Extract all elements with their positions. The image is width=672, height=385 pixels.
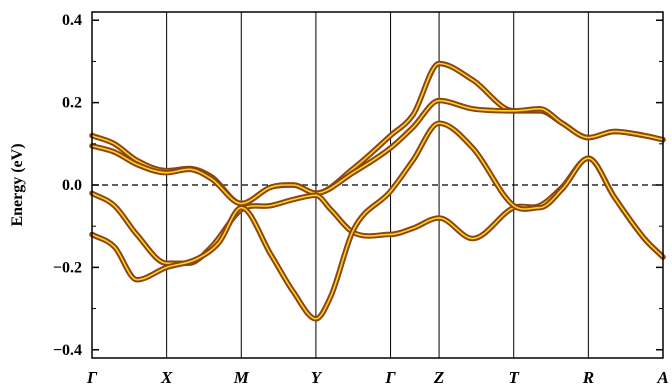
x-tick-label: T xyxy=(509,368,520,385)
bands xyxy=(89,60,666,322)
band-4-outline xyxy=(89,120,666,322)
band-2-line xyxy=(91,99,664,205)
band-3-outline xyxy=(89,155,666,267)
x-tick-label: Γ xyxy=(384,368,396,385)
x-tick-label: Γ xyxy=(86,368,98,385)
x-tick-label: A xyxy=(656,368,668,385)
y-axis-title: Energy (eV) xyxy=(9,143,26,226)
y-tick-label: −0.4 xyxy=(53,342,82,359)
y-tick-label: −0.2 xyxy=(53,259,82,276)
band-4-line xyxy=(91,122,664,320)
y-tick-label: 0.4 xyxy=(62,12,82,29)
y-axis: −0.4 −0.2 0.0 0.2 0.4 xyxy=(53,12,663,359)
y-tick-label: 0.2 xyxy=(62,95,82,112)
y-tick-label: 0.0 xyxy=(62,177,82,194)
x-tick-label: X xyxy=(160,368,173,385)
band-3-line xyxy=(91,157,664,265)
x-tick-label: Z xyxy=(433,368,444,385)
x-tick-label: M xyxy=(233,368,250,385)
x-tick-label: Y xyxy=(311,368,323,385)
x-tick-label: R xyxy=(582,368,594,385)
band-2-outline xyxy=(89,97,666,207)
